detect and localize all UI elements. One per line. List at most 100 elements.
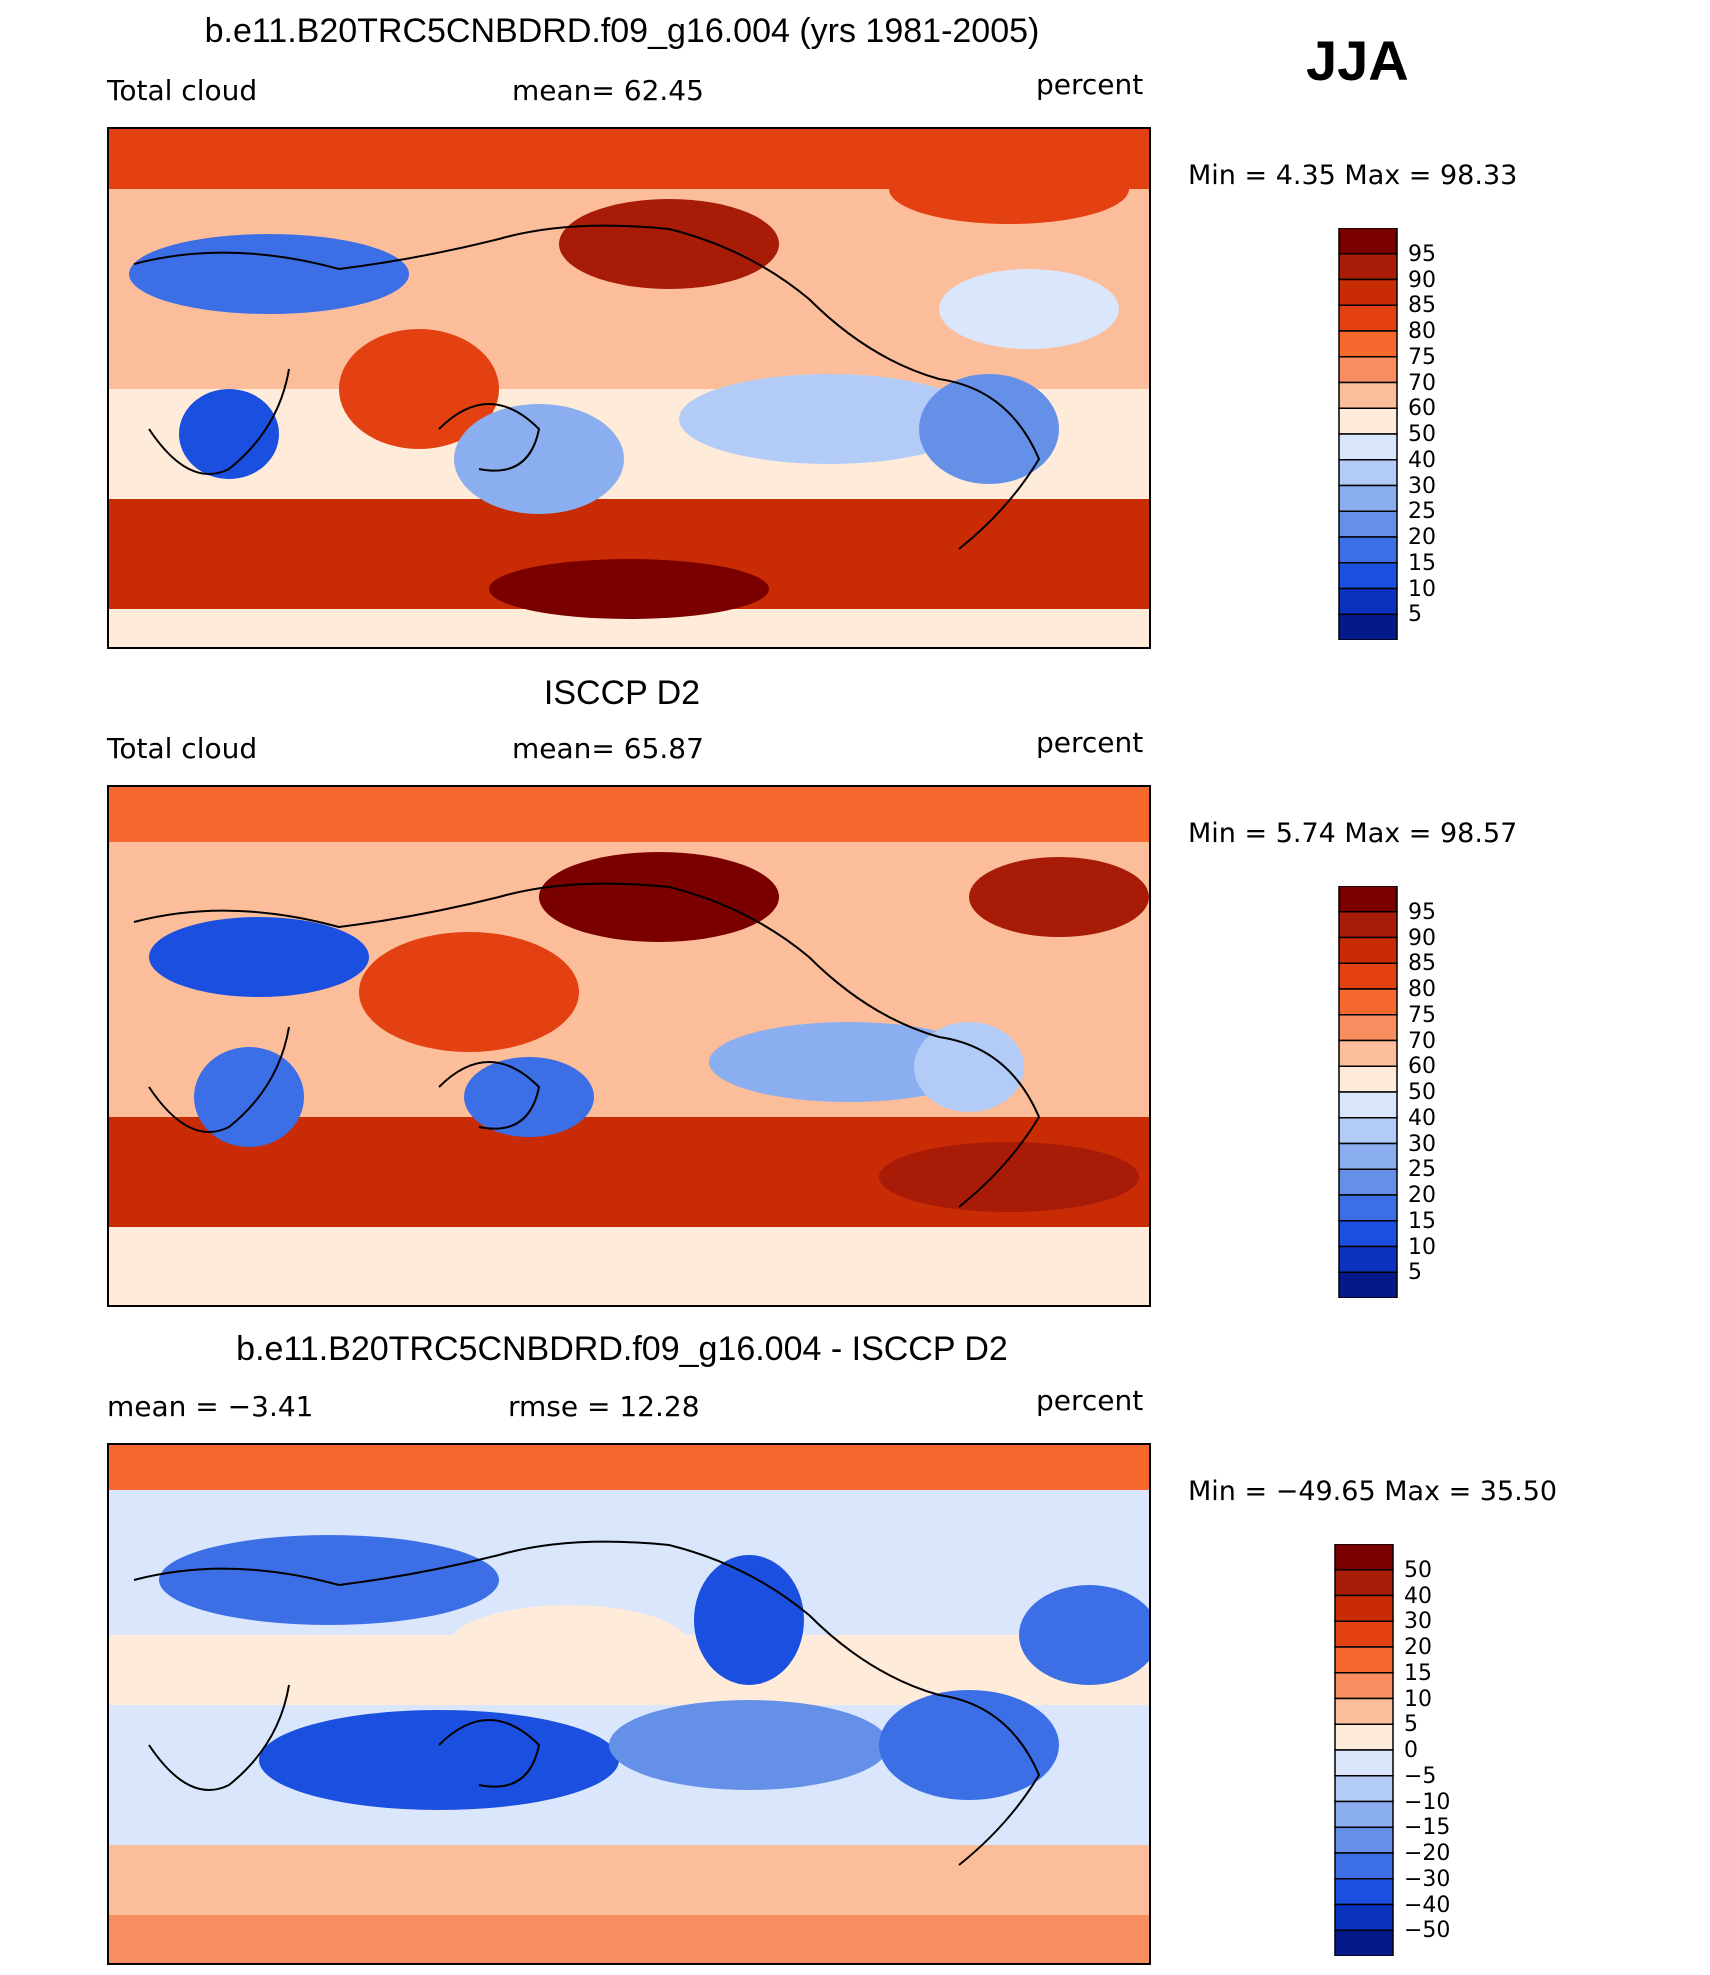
panel-1-units-label: percent (1036, 68, 1144, 101)
panel-3-colorbar-label: 40 (1404, 1583, 1432, 1609)
panel-3-colorbar-label: −30 (1404, 1866, 1451, 1892)
panel-3-colorbar: 50 40 30 20 15 10 5 0 −5 −10 −15 −20 −30 −40 −50 (1334, 1543, 1478, 1957)
panel-3-colorbar-swatch (1334, 1569, 1394, 1597)
panel-3-colorbar-swatch (1334, 1672, 1394, 1700)
panel-2-colorbar-swatch (1338, 1014, 1398, 1042)
panel-1-colorbar-swatches (1338, 227, 1398, 641)
panel-1-colorbar-swatch (1338, 330, 1398, 358)
panel-1-colorbar-swatch (1338, 613, 1398, 641)
panel-3-colorbar-label: 20 (1404, 1635, 1432, 1660)
panel-3-colorbar-swatch (1334, 1723, 1394, 1751)
panel-2-colorbar-swatch (1338, 1065, 1398, 1093)
panel-1-colorbar-label: 15 (1408, 550, 1436, 576)
panel-2-colorbar-label: 90 (1408, 925, 1436, 951)
panel-1-colorbar-swatch (1338, 536, 1398, 564)
panel-1-colorbar-label: 80 (1408, 319, 1436, 344)
panel-2-variable-label: Total cloud (107, 732, 258, 765)
panel-3-colorbar-label: 10 (1404, 1686, 1432, 1712)
panel-1-colorbar-swatch (1338, 510, 1398, 538)
panel-1-colorbar-label: 50 (1408, 422, 1436, 447)
panel-3-title: b.e11.B20TRC5CNBDRD.f09_g16.004 - ISCCP … (236, 1330, 1008, 1368)
panel-1-colorbar-label: 10 (1408, 576, 1436, 602)
panel-2-colorbar-swatch (1338, 936, 1398, 964)
panel-2-colorbar-swatch (1338, 1168, 1398, 1196)
panel-1-colorbar-label: 75 (1408, 344, 1436, 370)
panel-1-colorbar-label: 20 (1408, 525, 1436, 550)
panel-3-rmse-label: rmse = 12.28 (508, 1390, 700, 1423)
panel-1-colorbar-label: 85 (1408, 293, 1436, 319)
panel-2-colorbar-label: 85 (1408, 951, 1436, 977)
panel-2-colorbar-swatch (1338, 1271, 1398, 1299)
panel-3-colorbar-swatch (1334, 1826, 1394, 1854)
panel-3-colorbar-swatch (1334, 1697, 1394, 1725)
panel-2-colorbar-label: 25 (1408, 1157, 1436, 1183)
panel-2-colorbar-swatch (1338, 911, 1398, 939)
panel-3-minmax: Min = −49.65 Max = 35.50 (1188, 1476, 1558, 1507)
panel-1-colorbar: 95 90 85 80 75 70 60 50 40 30 25 20 15 10 5 (1338, 227, 1478, 641)
panel-2-colorbar-label: 40 (1408, 1105, 1436, 1131)
panel-2-title: ISCCP D2 (543, 674, 701, 712)
panel-2-colorbar-label: 80 (1408, 977, 1436, 1002)
panel-2-colorbar-swatch (1338, 1245, 1398, 1273)
panel-3-colorbar-label: −50 (1404, 1918, 1451, 1944)
panel-3-colorbar-swatch (1334, 1775, 1394, 1803)
panel-2-map-svg (109, 787, 1149, 1305)
panel-3-colorbar-label: 15 (1404, 1660, 1432, 1686)
panel-3-colorbar-swatch (1334, 1800, 1394, 1828)
panel-3-mean-label: mean = −3.41 (107, 1390, 314, 1423)
panel-3-map (107, 1443, 1151, 1965)
panel-2-colorbar-swatches (1338, 885, 1398, 1299)
panel-1-colorbar-swatch (1338, 253, 1398, 281)
panel-1-colorbar-label: 30 (1408, 473, 1436, 499)
panel-2-minmax: Min = 5.74 Max = 98.57 (1188, 818, 1518, 849)
panel-2-colorbar-swatch (1338, 988, 1398, 1016)
panel-2-map (107, 785, 1151, 1307)
panel-1-colorbar-swatch (1338, 407, 1398, 435)
panel-1-colorbar-label: 60 (1408, 396, 1436, 422)
panel-1-colorbar-swatch (1338, 484, 1398, 512)
panel-1-colorbar-label: 5 (1408, 602, 1422, 628)
panel-1-colorbar-swatch (1338, 278, 1398, 306)
panel-3-colorbar-label: −10 (1404, 1789, 1451, 1815)
panel-3-colorbar-swatches (1334, 1543, 1394, 1957)
panel-1-colorbar-swatch (1338, 356, 1398, 384)
panel-3-colorbar-label: −15 (1404, 1815, 1451, 1841)
panel-3-colorbar-swatch (1334, 1543, 1394, 1571)
panel-1-colorbar-label: 95 (1408, 241, 1436, 267)
panel-2-colorbar-label: 30 (1408, 1131, 1436, 1157)
panel-3-colorbar-swatch (1334, 1646, 1394, 1674)
panel-2-units-label: percent (1036, 726, 1144, 759)
panel-2-colorbar-label: 20 (1408, 1183, 1436, 1208)
panel-1-colorbar-label: 40 (1408, 447, 1436, 473)
panel-3-units-label: percent (1036, 1384, 1144, 1417)
panel-2-colorbar-swatch (1338, 1142, 1398, 1170)
panel-2-colorbar-swatch (1338, 885, 1398, 913)
panel-3-map-svg (109, 1445, 1149, 1963)
panel-1-colorbar-swatch (1338, 381, 1398, 409)
panel-3-colorbar-swatch (1334, 1903, 1394, 1931)
panel-1-colorbar-swatch (1338, 227, 1398, 255)
panel-2-colorbar-label: 70 (1408, 1028, 1436, 1054)
panel-3-colorbar-label: −40 (1404, 1892, 1451, 1918)
panel-3-colorbar-swatch (1334, 1878, 1394, 1906)
panel-2-colorbar-swatch (1338, 1039, 1398, 1067)
panel-2-colorbar-label: 95 (1408, 899, 1436, 925)
panel-3-colorbar-label: 30 (1404, 1609, 1432, 1635)
panel-2-colorbar-swatch (1338, 1220, 1398, 1248)
panel-1-colorbar-swatch (1338, 304, 1398, 332)
panel-1-colorbar-label: 70 (1408, 370, 1436, 396)
panel-1-colorbar-swatch (1338, 587, 1398, 615)
panel-2-colorbar-swatch (1338, 1117, 1398, 1145)
panel-3-colorbar-label: 0 (1404, 1738, 1418, 1763)
panel-1-map-svg (109, 129, 1149, 647)
panel-2-colorbar-label: 10 (1408, 1234, 1436, 1260)
panel-3-colorbar-swatch (1334, 1749, 1394, 1777)
panel-1-variable-label: Total cloud (107, 74, 258, 107)
panel-3-colorbar-swatch (1334, 1852, 1394, 1880)
panel-3-colorbar-label: −20 (1404, 1841, 1451, 1866)
panel-2-colorbar-label: 5 (1408, 1260, 1422, 1286)
panel-2-colorbar-swatch (1338, 1091, 1398, 1119)
panel-1-mean-label: mean= 62.45 (512, 74, 704, 107)
panel-2-colorbar-label: 75 (1408, 1002, 1436, 1028)
panel-2-mean-label: mean= 65.87 (512, 732, 704, 765)
